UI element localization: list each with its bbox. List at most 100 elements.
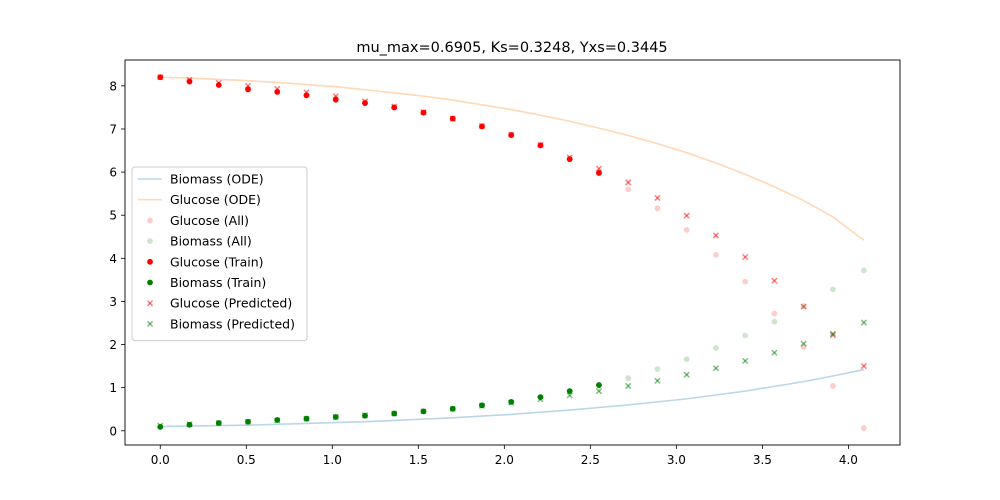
biomass-predicted-point-stroke	[683, 371, 690, 378]
biomass-predicted-point	[215, 419, 222, 427]
legend-entry: Glucose (Train)	[147, 254, 264, 269]
glucose-all-point	[771, 310, 778, 317]
glucose-predicted-point-stroke	[829, 331, 837, 339]
biomass-predicted-point-stroke	[712, 365, 720, 372]
x-tick-label: 1.0	[323, 453, 342, 467]
biomass-predicted-point	[508, 399, 515, 406]
legend-marker-swatch	[146, 320, 154, 328]
glucose-all-point	[625, 186, 632, 193]
biomass-predicted-point-stroke	[157, 422, 164, 429]
glucose-predicted-point-stroke	[800, 303, 807, 310]
chart-title: mu_max=0.6905, Ks=0.3248, Yxs=0.3445	[356, 40, 667, 56]
glucose-train-point	[362, 100, 368, 107]
glucose-predicted-point	[537, 141, 544, 149]
biomass-predicted-point	[537, 396, 544, 403]
glucose-predicted-point-stroke	[274, 85, 281, 93]
biomass-predicted-point	[625, 382, 632, 390]
biomass-predicted-point	[449, 405, 456, 412]
glucose-all-point	[713, 251, 719, 258]
y-tick-label: 6	[109, 166, 117, 180]
legend-marker-swatch	[147, 217, 153, 224]
legend-label: Glucose (Predicted)	[170, 296, 292, 311]
glucose-predicted-point-stroke	[303, 89, 310, 96]
x-tick-label: 4.0	[839, 453, 858, 467]
biomass-all-point	[830, 286, 836, 293]
biomass-predicted-point	[478, 402, 486, 409]
biomass-predicted-point	[274, 417, 281, 424]
glucose-ode-series	[160, 76, 865, 241]
glucose-predicted-point	[683, 212, 690, 219]
biomass-predicted-point	[742, 357, 749, 365]
biomass-ode-line	[160, 368, 865, 428]
biomass-predicted-point-stroke	[742, 357, 749, 365]
glucose-predicted-point	[332, 93, 339, 100]
x-tick-label: 0.5	[237, 453, 256, 467]
glucose-all-point	[830, 383, 836, 389]
x-tick-label: 1.5	[409, 453, 428, 467]
glucose-predicted-point-stroke	[537, 141, 544, 149]
glucose-predicted-point-stroke	[566, 154, 573, 161]
biomass-predicted-point-stroke	[566, 392, 573, 399]
glucose-predicted-point-stroke	[449, 115, 456, 122]
biomass-predicted-point-stroke	[595, 387, 603, 395]
legend-label: Biomass (Predicted)	[170, 316, 295, 331]
legend-entry: Glucose (All)	[147, 213, 249, 228]
x-tick-label: 2.0	[495, 453, 514, 467]
biomass-train-point	[566, 388, 573, 395]
biomass-predicted-point	[186, 421, 193, 428]
legend-label: Biomass (Train)	[170, 275, 266, 290]
legend-entry: Glucose (Predicted)	[146, 296, 292, 311]
glucose-predicted-point	[157, 74, 164, 81]
biomass-predicted-point-stroke	[420, 408, 427, 415]
biomass-all-point	[713, 345, 719, 351]
biomass-predicted-point-stroke	[508, 399, 515, 406]
biomass-predicted-point	[332, 413, 339, 421]
x-tick-label: 0.0	[151, 453, 170, 467]
biomass-predicted-point-stroke	[800, 340, 807, 347]
glucose-predicted-point	[595, 165, 603, 172]
glucose-predicted-point	[361, 98, 369, 105]
legend-label: Biomass (All)	[170, 234, 252, 249]
glucose-predicted-point-stroke	[508, 131, 515, 138]
legend-marker-swatch	[147, 258, 153, 265]
biomass-all-point	[625, 375, 632, 382]
legend-box	[131, 166, 308, 342]
glucose-ode-line	[160, 76, 865, 241]
biomass-all-point	[742, 332, 749, 339]
biomass-predicted-point-stroke	[771, 349, 778, 356]
biomass-all-point	[771, 318, 778, 325]
glucose-predicted-point	[771, 277, 778, 284]
y-tick-label: 5	[109, 209, 117, 223]
biomass-predicted-point-stroke	[829, 330, 837, 337]
glucose-predicted-point-stroke	[215, 79, 222, 86]
glucose-predicted-point-stroke	[332, 93, 339, 100]
biomass-predicted-point-stroke	[332, 413, 339, 421]
y-tick-label: 7	[109, 122, 117, 136]
x-tick-label: 3.0	[667, 453, 686, 467]
biomass-predicted-point	[654, 377, 661, 384]
x-tick-label: 2.5	[581, 453, 600, 467]
legend-entry: Biomass (Train)	[147, 275, 266, 290]
y-tick-label: 1	[109, 381, 117, 395]
y-axis: 0 1 2 3 4 5 6 7 8	[109, 79, 125, 438]
biomass-predicted-point	[391, 410, 398, 417]
glucose-train-point	[596, 170, 602, 176]
glucose-predicted-point	[215, 79, 222, 86]
biomass-predicted-point-stroke	[274, 417, 281, 424]
legend-marker-swatch	[147, 279, 153, 286]
plot-series	[157, 74, 868, 432]
legend-marker-swatch-stroke	[146, 300, 154, 307]
biomass-predicted-point	[420, 408, 427, 415]
glucose-predicted-point-stroke	[860, 362, 868, 370]
biomass-predicted-point	[361, 412, 369, 419]
x-axis: 0.0 0.5 1.0 1.5 2.0 2.5 3.0 3.5 4.0	[151, 445, 858, 467]
biomass-predicted-point-stroke	[303, 415, 310, 422]
legend-entry: Glucose (ODE)	[138, 192, 261, 207]
glucose-predicted-point	[508, 131, 515, 138]
glucose-predicted-point	[449, 115, 456, 122]
biomass-predicted-point-stroke	[215, 419, 222, 427]
glucose-predicted-point-stroke	[478, 122, 486, 130]
biomass-predicted-point	[566, 392, 573, 399]
y-tick-label: 4	[109, 252, 117, 266]
biomass-predicted-point-stroke	[860, 319, 868, 326]
